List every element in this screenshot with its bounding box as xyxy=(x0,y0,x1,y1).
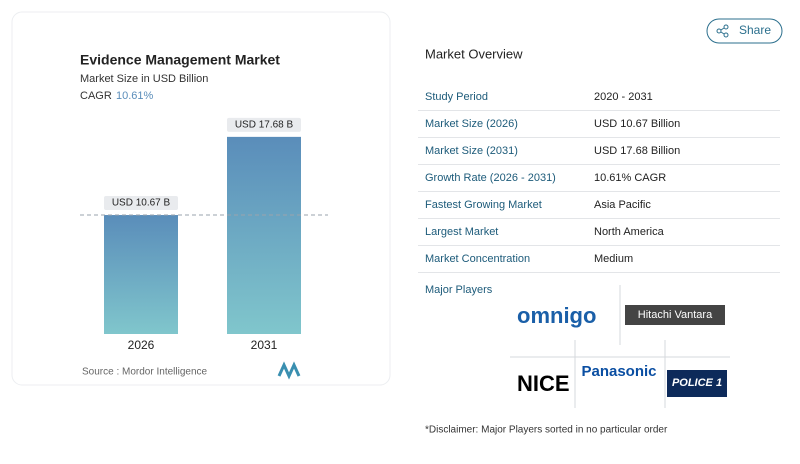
logo-bg xyxy=(625,305,725,325)
row-value: USD 17.68 Billion xyxy=(594,145,680,157)
overview-title: Market Overview xyxy=(425,46,523,61)
row-label: Growth Rate (2026 - 2031) xyxy=(425,172,556,184)
x-tick-label: 2031 xyxy=(251,338,278,352)
row-value: 10.61% CAGR xyxy=(594,172,666,184)
row-value: Asia Pacific xyxy=(594,199,651,211)
row-label: Market Size (2031) xyxy=(425,145,518,157)
players-title: Major Players xyxy=(425,284,493,296)
row-label: Market Concentration xyxy=(425,253,530,265)
overview-table: Study Period 2020 - 2031 Market Size (2026… xyxy=(418,91,780,273)
share-label[interactable]: Share xyxy=(739,23,771,37)
source: Source : Mordor Intelligence xyxy=(82,367,208,378)
logo-omnigo: omnigo xyxy=(517,303,596,328)
x-tick-label: 2026 xyxy=(128,338,155,352)
value-label-bg xyxy=(227,117,301,132)
bar-chart: 2026 USD 10.67 B 2031 USD 17.68 B xyxy=(80,117,328,352)
logo-grid xyxy=(510,285,730,408)
disclaimer: *Disclaimer: Major Players sorted in no … xyxy=(425,425,668,436)
value-label: USD 17.68 B xyxy=(235,120,294,131)
logo-panasonic: Panasonic xyxy=(581,363,656,380)
logo-nice: NICE xyxy=(517,371,570,396)
logo-hitachi: Hitachi Vantara xyxy=(638,309,713,321)
logo-bg xyxy=(667,370,727,397)
share-icon xyxy=(716,24,729,38)
chart-title: Evidence Management Market xyxy=(80,52,280,68)
logo-police1: POLICE 1 xyxy=(672,377,722,389)
chart-subtitle: Market Size in USD Billion xyxy=(80,73,208,85)
row-label: Market Size (2026) xyxy=(425,118,518,130)
row-label: Study Period xyxy=(425,91,488,103)
cagr-value: 10.61% xyxy=(116,90,154,102)
chart-card xyxy=(11,11,391,386)
brand-logo xyxy=(277,361,301,380)
value-label-bg xyxy=(104,196,178,211)
row-value: Medium xyxy=(594,253,633,265)
row-label: Fastest Growing Market xyxy=(425,199,542,211)
row-label: Largest Market xyxy=(425,226,498,238)
bar xyxy=(104,215,178,334)
row-value: North America xyxy=(594,226,665,238)
row-value: 2020 - 2031 xyxy=(594,91,653,103)
value-label: USD 10.67 B xyxy=(112,198,171,209)
row-value: USD 10.67 Billion xyxy=(594,118,680,130)
cagr-label: CAGR xyxy=(80,90,112,102)
bar xyxy=(227,136,301,334)
